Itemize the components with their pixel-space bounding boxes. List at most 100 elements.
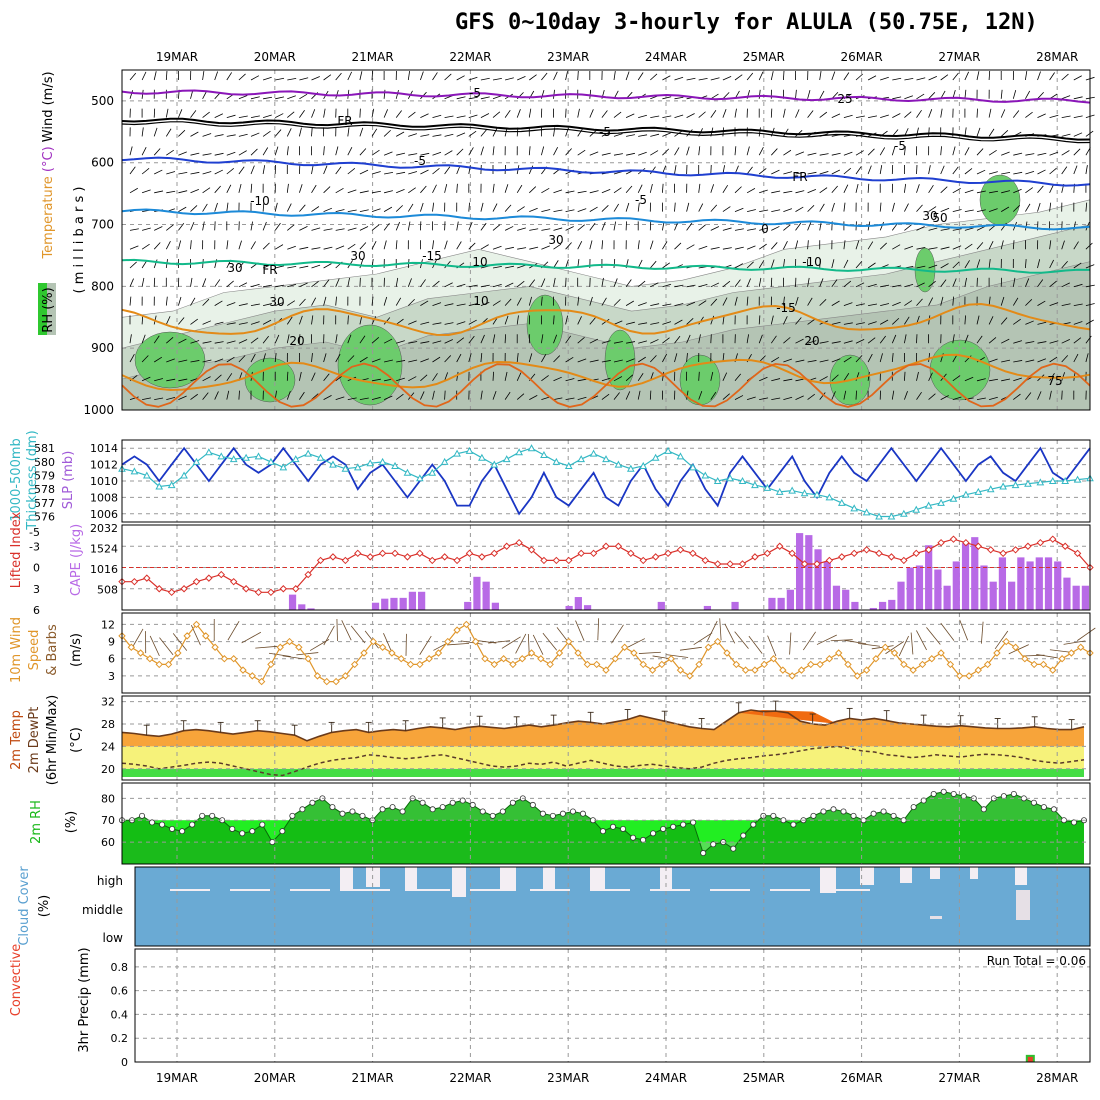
wind-barb [238, 150, 247, 156]
lifted-index-point [627, 549, 635, 558]
wind-barb [214, 113, 224, 118]
thickness-point [366, 459, 375, 467]
wind-barb [129, 187, 138, 194]
wind-barb [662, 241, 668, 250]
wind-barb [311, 227, 321, 231]
wind-barb [1073, 262, 1082, 269]
wind-barb [734, 373, 742, 382]
wind-barb [783, 224, 791, 231]
pressure-tick-label: 500 [91, 94, 114, 108]
wind-barb [771, 209, 781, 212]
surface-wind-barb [625, 638, 645, 649]
wind-barb [662, 183, 664, 193]
wind-barb [250, 221, 253, 231]
wind-barb [335, 296, 337, 306]
axis-title: 2m Temp [9, 710, 24, 770]
wind-barb [879, 221, 885, 231]
rh-point [299, 806, 306, 813]
wind-speed-point [332, 677, 340, 686]
wind-tick-label: 6 [108, 653, 115, 666]
wind-barb [262, 319, 272, 325]
wind-speed-point [648, 666, 657, 674]
thickness-point [664, 446, 672, 454]
thickness-point [738, 476, 747, 484]
wind-speed-point [1076, 643, 1085, 651]
wind-barb [528, 165, 534, 175]
thickness-point [962, 490, 970, 498]
wind-barb [613, 221, 617, 231]
wind-barb [1013, 204, 1020, 212]
rh-point [890, 812, 897, 819]
wind-barb [1061, 240, 1065, 250]
axis-title-part: (%) [37, 895, 52, 918]
slp-tick-label: 1010 [90, 475, 118, 488]
wind-barb [166, 149, 174, 156]
wind-barb [141, 315, 144, 325]
wind-barb [395, 205, 403, 212]
wind-barb [565, 108, 567, 118]
thickness-point [130, 467, 139, 475]
wind-barb [807, 188, 817, 194]
cloud-gap [405, 867, 417, 891]
wind-speed-point [164, 660, 173, 669]
wind-speed-point [444, 637, 452, 646]
surface-wind-barb [488, 640, 511, 644]
wind-barb [1013, 360, 1023, 363]
cape-bar [482, 581, 490, 610]
wind-barb [1049, 356, 1058, 363]
wind-barb [286, 128, 292, 137]
wind-barb [468, 130, 477, 137]
wind-barb [371, 316, 377, 325]
thickness-point [416, 474, 424, 482]
lifted-index-point [242, 585, 250, 593]
wind-barb [577, 208, 587, 212]
wind-barb [1073, 241, 1079, 250]
rh-point [840, 808, 847, 815]
cape-bar [842, 589, 850, 610]
wind-barb [190, 110, 197, 118]
rh-point [1070, 819, 1077, 826]
wind-barb [480, 202, 484, 212]
cape-bar [408, 591, 417, 610]
wind-barb [916, 298, 923, 306]
wind-barb [371, 171, 381, 175]
wind-barb [250, 96, 260, 100]
cape-tick-label: 1016 [90, 563, 118, 576]
contour-label: -5 [599, 125, 611, 139]
wind-barb [867, 321, 877, 325]
wind-barb [383, 395, 393, 400]
wind-barb [831, 202, 835, 212]
wind-barb [1049, 240, 1052, 250]
wind-barb [323, 165, 328, 175]
convective-bar [1027, 1056, 1033, 1062]
wind-barb [311, 353, 313, 363]
cape-bar [943, 585, 951, 610]
wind-speed-point [323, 677, 331, 686]
wind-speed-point [499, 655, 508, 663]
surface-wind-barb [419, 635, 432, 655]
contour-label: 25 [837, 92, 852, 106]
wind-barb [879, 202, 882, 212]
wind-barb [626, 152, 635, 156]
wind-barb [456, 241, 462, 250]
wind-barb [226, 322, 236, 325]
wind-barb [311, 206, 320, 212]
wind-barb [178, 296, 182, 306]
thickness-point [837, 498, 846, 506]
cape-bar [1081, 585, 1089, 610]
wind-barb [795, 109, 800, 118]
wind-barb [1000, 109, 1006, 118]
cape-bar [288, 594, 297, 610]
wind-speed-point [937, 649, 945, 657]
wind-barb [226, 134, 236, 137]
cloud-level-label: high [97, 874, 123, 888]
wind-barb [154, 226, 163, 231]
wind-barb [783, 149, 792, 156]
wind-barb [674, 335, 681, 344]
rh-point [830, 806, 837, 813]
precip-tick-label: 0.8 [111, 961, 129, 974]
wind-barb [504, 226, 514, 231]
wind-barb [323, 108, 326, 118]
cape-bar [574, 597, 582, 610]
wind-barb [722, 372, 728, 381]
